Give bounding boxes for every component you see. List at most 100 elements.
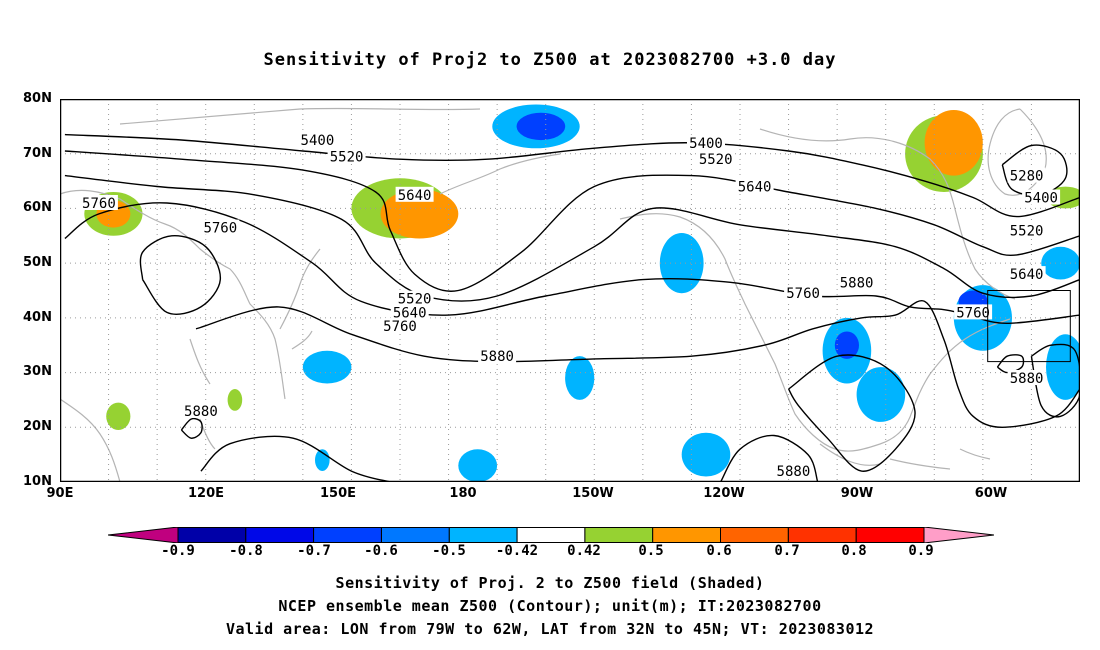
contour-label: 5640 xyxy=(1010,267,1044,283)
contour-label: 5280 xyxy=(1010,169,1044,185)
sensitivity-patch xyxy=(106,402,131,430)
coastline-north-america xyxy=(619,128,1016,452)
contour-label: 5400 xyxy=(689,136,723,152)
colorbar xyxy=(108,527,994,543)
colorbar-box xyxy=(448,527,518,543)
sensitivity-patch xyxy=(458,449,498,482)
contour-label-bg xyxy=(954,304,993,320)
sensitivity-patch xyxy=(565,356,595,400)
colorbar-label: 0.5 xyxy=(638,543,664,559)
coastline-arctic-siberia xyxy=(119,107,561,195)
contour-label: 5880 xyxy=(840,275,874,291)
contour-line xyxy=(139,235,222,315)
lat-label: 40N xyxy=(23,310,52,325)
sensitivity-patch xyxy=(834,331,860,359)
contour-label-bg xyxy=(774,463,813,479)
contour-line xyxy=(64,202,1080,325)
contour-label: 5760 xyxy=(383,319,417,335)
contour-label: 5640 xyxy=(393,305,427,321)
lon-label: 150W xyxy=(572,486,614,501)
colorbar-box xyxy=(652,527,722,543)
footer-line-shaded: Sensitivity of Proj. 2 to Z500 field (Sh… xyxy=(335,574,765,592)
contour-line xyxy=(195,300,1080,429)
z500-contours xyxy=(64,133,1080,482)
lon-label: 90E xyxy=(46,486,74,501)
contour-line xyxy=(200,435,391,482)
colorbar-label: 0.8 xyxy=(841,543,867,559)
colorbar-label: 0.9 xyxy=(908,543,934,559)
contour-label-bg xyxy=(478,348,517,364)
lon-label: 60W xyxy=(974,486,1008,501)
contour-label: 5640 xyxy=(398,188,432,204)
contour-line xyxy=(1001,144,1068,197)
contour-label-bg xyxy=(395,186,434,202)
colorbar-box xyxy=(381,527,450,543)
contour-label: 5760 xyxy=(203,221,237,237)
colorbar-label: -0.9 xyxy=(161,543,195,559)
sensitivity-patch xyxy=(659,233,704,294)
contour-label-bg xyxy=(784,285,823,301)
colorbar-label: 0.42 xyxy=(567,543,601,559)
contour-label-bg xyxy=(395,290,434,306)
contour-label-bg xyxy=(1022,189,1061,205)
contour-label-bg xyxy=(327,148,366,164)
sensitivity-patch xyxy=(227,389,243,411)
contour-label-bg xyxy=(837,274,876,290)
contour-label-bg xyxy=(735,178,774,194)
contour-label: 5880 xyxy=(184,404,218,420)
contour-label: 5520 xyxy=(398,292,432,308)
lat-label: 50N xyxy=(23,255,52,270)
lat-label: 80N xyxy=(23,91,52,106)
valid-area-box xyxy=(987,290,1071,363)
contour-label: 5520 xyxy=(330,149,364,165)
colorbar-box xyxy=(177,527,247,543)
contour-label-bg xyxy=(298,132,337,147)
colorbar-label: -0.7 xyxy=(297,543,331,559)
contour-label: 5880 xyxy=(777,464,811,480)
contour-label: 5760 xyxy=(956,305,990,321)
colorbar-label: -0.42 xyxy=(495,543,539,559)
lat-label: 20N xyxy=(23,419,52,434)
sensitivity-patch xyxy=(681,432,731,477)
sensitivity-patch xyxy=(1046,334,1080,400)
colorbar-label: -0.5 xyxy=(432,543,466,559)
lon-label: 150E xyxy=(319,486,357,501)
contour-label: 5760 xyxy=(82,196,116,212)
colorbar-box xyxy=(787,527,857,543)
contour-label-bg xyxy=(1007,167,1046,183)
contour-line xyxy=(787,354,916,472)
lat-label: 10N xyxy=(23,474,52,489)
contour-label: 5880 xyxy=(480,349,514,365)
contour-label-bg xyxy=(696,151,735,167)
contour-label-bg xyxy=(390,304,429,320)
contour-label-bg xyxy=(687,134,725,150)
colorbar-label: -0.8 xyxy=(229,543,263,559)
colorbar-label: 0.6 xyxy=(706,543,732,559)
colorbar-label: 0.7 xyxy=(774,543,800,559)
colorbar-box xyxy=(855,527,925,543)
sensitivity-patch xyxy=(924,110,983,176)
lat-label: 60N xyxy=(23,200,52,215)
contour-line xyxy=(64,174,1080,302)
footer-line-contour: NCEP ensemble mean Z500 (Contour); unit(… xyxy=(278,597,822,615)
contour-label-bg xyxy=(1007,222,1046,238)
contour-label-bg xyxy=(201,219,240,235)
colorbar-arrow-high xyxy=(923,527,994,543)
grid-lines xyxy=(60,99,1080,482)
colorbar-box xyxy=(245,527,315,543)
sensitivity-patch xyxy=(516,112,566,141)
contour-label: 5880 xyxy=(1010,371,1044,387)
contour-label: 5520 xyxy=(699,152,733,168)
contour-label-bg xyxy=(381,318,419,334)
lon-label: 120W xyxy=(703,486,745,501)
coastline-gulf-caribbean xyxy=(819,443,991,470)
contour-label: 5760 xyxy=(786,286,820,302)
contour-label: 5400 xyxy=(1024,191,1058,207)
contour-label: 5400 xyxy=(301,133,335,149)
contour-label-bg xyxy=(79,195,118,210)
colorbar-box xyxy=(516,527,586,543)
lon-label: 180 xyxy=(449,486,477,501)
sensitivity-patch xyxy=(302,350,352,384)
map-frame xyxy=(60,99,1080,482)
